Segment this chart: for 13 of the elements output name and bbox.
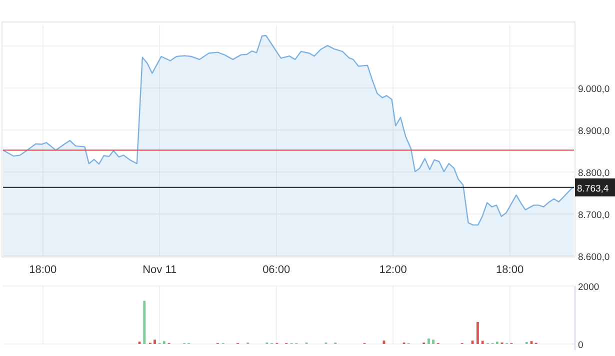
x-tick-label: Nov 11 bbox=[142, 264, 177, 276]
ref-line-label: 8.763,4 bbox=[577, 183, 609, 194]
y-tick-label: 8.900,0 bbox=[578, 126, 610, 137]
x-tick-label: 06:00 bbox=[262, 264, 290, 276]
y-tick-label: 8.700,0 bbox=[578, 210, 610, 221]
y-tick-label: 8.600,0 bbox=[578, 252, 610, 263]
y-tick-label: 9.000,0 bbox=[578, 84, 610, 95]
y-tick-label: 0 bbox=[578, 340, 584, 351]
x-tick-label: 12:00 bbox=[379, 264, 407, 276]
x-tick-label: 18:00 bbox=[496, 264, 524, 276]
y-tick-label: 8.800,0 bbox=[578, 168, 610, 179]
x-tick-label: 18:00 bbox=[29, 264, 57, 276]
y-tick-label: 2000 bbox=[578, 282, 600, 293]
